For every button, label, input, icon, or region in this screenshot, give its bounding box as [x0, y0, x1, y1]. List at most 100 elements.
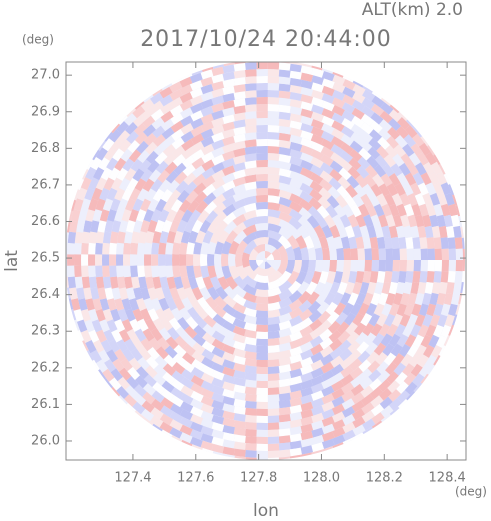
echo-cell	[256, 117, 268, 126]
echo-cell	[330, 355, 344, 368]
echo-cell	[214, 265, 225, 279]
echo-cell	[71, 309, 77, 321]
echo-cell	[148, 169, 162, 183]
echo-cell	[330, 363, 344, 376]
echo-cell	[336, 321, 350, 335]
echo-cell	[309, 180, 323, 193]
echo-cell	[267, 316, 281, 325]
echo-cell	[361, 402, 375, 415]
echo-cell	[130, 265, 139, 278]
echo-cell	[164, 345, 178, 359]
echo-cell	[95, 329, 107, 343]
echo-cell	[179, 76, 193, 88]
echo-cell	[233, 105, 246, 115]
echo-cell	[389, 406, 400, 416]
echo-cell	[433, 355, 441, 366]
echo-cell	[211, 362, 225, 374]
echo-cell	[407, 193, 418, 207]
echo-cell	[289, 368, 303, 379]
echo-cell	[225, 230, 238, 244]
echo-cell	[278, 154, 292, 164]
echo-cell	[298, 215, 312, 230]
echo-cell	[267, 209, 281, 219]
echo-cell	[95, 254, 103, 266]
echo-cell	[194, 191, 208, 205]
echo-cell	[256, 103, 268, 112]
echo-cell	[66, 287, 71, 299]
echo-cell	[265, 261, 272, 270]
echo-cell	[300, 86, 314, 97]
echo-cell	[194, 315, 208, 329]
echo-cell	[267, 111, 280, 119]
echo-cell	[440, 324, 452, 338]
echo-cell	[222, 403, 235, 413]
echo-cell	[433, 237, 442, 249]
echo-cell	[199, 219, 212, 234]
echo-cell	[117, 231, 126, 244]
echo-cell	[136, 209, 147, 222]
echo-cell	[153, 142, 167, 156]
echo-cell	[243, 307, 257, 318]
echo-cell	[232, 325, 246, 337]
echo-cell	[322, 247, 330, 260]
echo-cell	[414, 214, 425, 228]
echo-cell	[162, 371, 176, 385]
echo-cell	[222, 71, 235, 81]
echo-cell	[179, 416, 193, 428]
echo-cell	[429, 192, 441, 206]
echo-cell	[330, 136, 345, 148]
echo-cell	[244, 132, 257, 141]
echo-cell	[349, 358, 363, 371]
echo-cell	[253, 266, 265, 276]
echo-cell	[420, 136, 429, 147]
echo-cell	[222, 336, 236, 348]
echo-cell	[419, 271, 428, 283]
echo-cell	[332, 427, 346, 438]
echo-cell	[398, 343, 411, 358]
echo-cell	[243, 299, 257, 311]
echo-cell	[404, 381, 418, 395]
echo-cell	[110, 198, 121, 212]
echo-cell	[352, 84, 366, 96]
echo-cell	[408, 152, 421, 166]
echo-cell	[288, 298, 303, 312]
echo-cell	[222, 425, 235, 435]
echo-cell	[369, 378, 383, 391]
echo-cell	[256, 394, 268, 403]
echo-cell	[232, 302, 247, 314]
echo-cell	[402, 324, 414, 338]
echo-cell	[385, 248, 394, 260]
echo-cell	[375, 154, 388, 168]
echo-cell	[311, 412, 324, 423]
echo-cell	[211, 162, 225, 174]
echo-cell	[430, 161, 443, 175]
echo-cell	[132, 105, 146, 119]
echo-cell	[360, 385, 374, 398]
echo-cell	[160, 317, 173, 332]
echo-cell	[140, 287, 151, 301]
echo-cell	[142, 391, 156, 405]
echo-cell	[390, 163, 403, 177]
echo-cell	[349, 140, 363, 153]
echo-cell	[126, 108, 137, 118]
echo-cell	[200, 403, 214, 414]
echo-cell	[110, 276, 119, 289]
echo-cell	[143, 132, 157, 146]
echo-cell	[124, 168, 137, 182]
echo-cell	[222, 78, 235, 88]
echo-cell	[267, 237, 283, 250]
echo-cell	[311, 67, 324, 78]
echo-cell	[97, 220, 107, 233]
echo-cell	[360, 313, 373, 327]
echo-cell	[418, 364, 431, 378]
echo-cell	[244, 407, 257, 416]
echo-cell	[200, 253, 208, 267]
echo-cell	[391, 271, 400, 284]
echo-cell	[378, 292, 389, 306]
echo-cell	[99, 298, 110, 311]
echo-cell	[341, 110, 355, 122]
echo-cell	[350, 383, 364, 397]
echo-cell	[357, 260, 365, 272]
echo-cell	[349, 149, 363, 162]
echo-cell	[433, 271, 442, 283]
